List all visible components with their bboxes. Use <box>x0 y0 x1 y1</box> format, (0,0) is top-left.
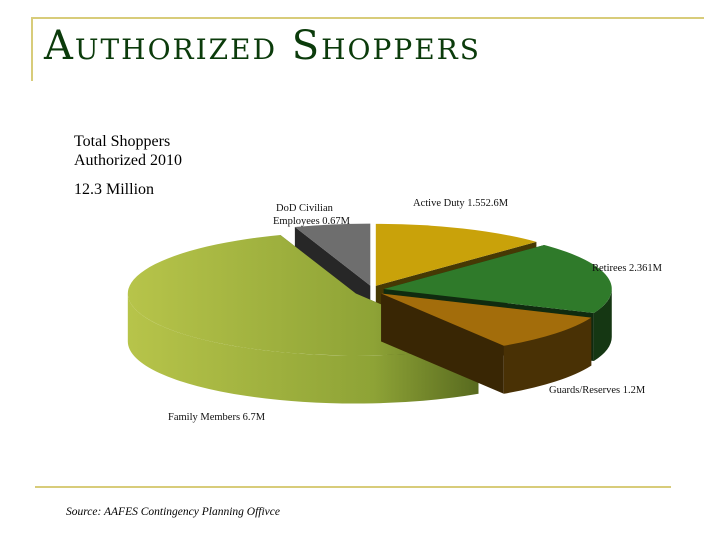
slice-top <box>375 223 537 286</box>
label-retirees: Retirees 2.361M <box>592 263 663 274</box>
frame-top-line <box>31 17 704 19</box>
slice-top <box>294 223 371 286</box>
slice-outer-wall <box>593 288 612 362</box>
source-note: Source: AAFES Contingency Planning Offiv… <box>66 506 280 518</box>
frame-left-line <box>31 17 33 81</box>
slice-top <box>381 293 592 346</box>
total-info: Total Shoppers Authorized 2010 12.3 Mill… <box>74 132 182 199</box>
frame-bottom-line <box>35 486 671 488</box>
slice-wall <box>381 293 504 394</box>
total-amount: 12.3 Million <box>74 181 155 198</box>
slice-outer-wall <box>127 293 479 404</box>
slice-outer-wall <box>503 317 592 394</box>
pie-slice-guards-reserves <box>381 293 592 394</box>
slice-top <box>383 244 612 314</box>
subtitle-line1: Total Shoppers <box>74 133 171 150</box>
label-guards-reserves: Guards/Reserves 1.2M <box>549 385 646 396</box>
label-dod-civilian-line2: Employees 0.67M <box>273 216 351 227</box>
label-active-duty: Active Duty 1.552.6M <box>413 198 509 209</box>
label-dod-civilian-line1: DoD Civilian <box>276 203 334 214</box>
slide-title: Authorized Shoppers <box>44 23 481 69</box>
subtitle-line2: Authorized 2010 <box>74 152 182 169</box>
label-family-members: Family Members 6.7M <box>168 412 266 423</box>
pie-slices <box>127 223 612 404</box>
